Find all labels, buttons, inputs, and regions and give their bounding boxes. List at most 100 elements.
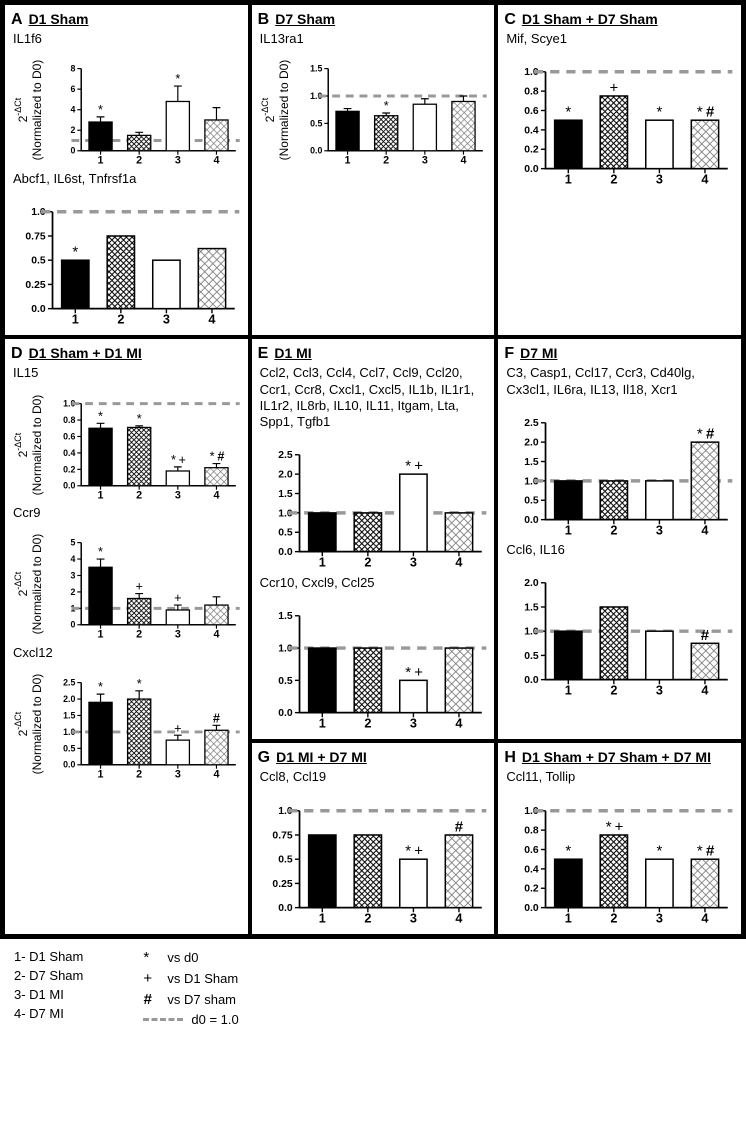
bar xyxy=(354,835,381,908)
svg-text:1: 1 xyxy=(318,717,325,731)
svg-text:#: # xyxy=(706,425,715,442)
bar xyxy=(646,859,673,907)
svg-text:2: 2 xyxy=(611,684,618,698)
svg-text:0.4: 0.4 xyxy=(525,864,540,875)
svg-text:*: * xyxy=(405,458,411,475)
panel-H: H D1 Sham + D7 Sham + D7 MI Ccl11, Tollip 0… xyxy=(496,741,743,936)
svg-text:1: 1 xyxy=(98,489,104,501)
svg-text:*: * xyxy=(566,842,572,859)
svg-text:+: + xyxy=(174,590,181,605)
svg-text:3: 3 xyxy=(410,911,417,925)
svg-text:2.0: 2.0 xyxy=(525,437,540,448)
svg-text:+: + xyxy=(414,842,423,859)
svg-text:+: + xyxy=(615,818,624,835)
svg-text:#: # xyxy=(217,448,224,463)
svg-text:*: * xyxy=(697,104,703,121)
svg-text:2: 2 xyxy=(364,911,371,925)
gene-labels: Ccr10, Cxcl9, Ccl25 xyxy=(260,575,489,591)
svg-text:3: 3 xyxy=(410,556,417,570)
bar xyxy=(445,648,472,713)
svg-text:1.5: 1.5 xyxy=(525,603,540,614)
legend-symbol-item: * vs d0 xyxy=(143,949,238,966)
svg-text:2: 2 xyxy=(136,768,142,780)
bar xyxy=(555,632,582,680)
svg-text:4: 4 xyxy=(460,155,466,167)
bar xyxy=(128,427,151,485)
bar xyxy=(205,467,228,485)
svg-text:0.0: 0.0 xyxy=(310,146,322,156)
svg-text:+: + xyxy=(414,458,423,475)
svg-text:2: 2 xyxy=(611,911,618,925)
gene-labels: Ccl8, Ccl19 xyxy=(260,769,489,785)
svg-text:8: 8 xyxy=(70,64,75,74)
panel-letter: H xyxy=(504,749,516,767)
bar xyxy=(198,248,225,308)
svg-text:2.0: 2.0 xyxy=(278,470,293,481)
bar xyxy=(555,481,582,520)
bar xyxy=(205,730,228,765)
panel-letter: D xyxy=(11,345,23,363)
gene-labels: Ccl11, Tollip xyxy=(506,769,735,785)
svg-text:2.5: 2.5 xyxy=(63,677,75,687)
svg-text:2: 2 xyxy=(383,155,389,167)
gene-labels: Ccl2, Ccl3, Ccl4, Ccl7, Ccl9, Ccl20, Ccr… xyxy=(260,365,489,430)
bar xyxy=(308,835,335,908)
panel-G: GD1 MI + D7 MICcl8, Ccl190.00.250.50.751… xyxy=(250,741,497,936)
panel-B: BD7 ShamIL13ra12-ΔCt(Normalized to D0)0.… xyxy=(250,3,497,337)
bar xyxy=(128,136,151,151)
gene-labels: Ccr9 xyxy=(13,505,242,521)
svg-text:1.5: 1.5 xyxy=(278,489,293,500)
svg-text:*: * xyxy=(566,104,572,121)
panel-A: AD1 ShamIL1f62-ΔCt(Normalized to D0)0246… xyxy=(3,3,250,337)
svg-text:4: 4 xyxy=(70,105,75,115)
svg-text:0.5: 0.5 xyxy=(278,676,293,687)
panel-title: D1 Sham + D7 Sham + D7 MI xyxy=(522,749,711,765)
svg-text:1: 1 xyxy=(98,155,104,167)
svg-text:+: + xyxy=(179,451,186,466)
svg-text:2.5: 2.5 xyxy=(525,418,540,429)
svg-text:4: 4 xyxy=(702,684,709,698)
svg-text:*: * xyxy=(405,842,411,859)
svg-text:+: + xyxy=(414,664,423,681)
legend-symbol-item: d0 = 1.0 xyxy=(143,1012,238,1027)
svg-text:0: 0 xyxy=(70,620,75,630)
legend: 1- D1 Sham2- D7 Sham3- D1 MI4- D7 MI * v… xyxy=(0,939,746,1041)
svg-text:1.5: 1.5 xyxy=(310,64,322,74)
y-axis-label: 2-ΔCt(Normalized to D0) xyxy=(11,51,46,168)
svg-text:#: # xyxy=(454,818,463,835)
svg-text:0.2: 0.2 xyxy=(525,145,540,156)
svg-text:4: 4 xyxy=(455,717,462,731)
svg-text:*: * xyxy=(137,410,142,425)
svg-text:4: 4 xyxy=(70,554,75,564)
panel-title: D7 MI xyxy=(520,345,557,361)
bar xyxy=(128,699,151,765)
bar xyxy=(166,610,189,625)
svg-text:1: 1 xyxy=(318,556,325,570)
svg-text:0.0: 0.0 xyxy=(278,903,293,914)
svg-text:3: 3 xyxy=(163,313,170,327)
svg-text:*: * xyxy=(175,71,180,86)
bar xyxy=(166,471,189,486)
svg-text:2.0: 2.0 xyxy=(525,579,540,590)
bar xyxy=(601,481,628,520)
panel-letter: G xyxy=(258,749,270,767)
panel-E: ED1 MICcl2, Ccl3, Ccl4, Ccl7, Ccl9, Ccl2… xyxy=(250,337,497,741)
svg-text:0.25: 0.25 xyxy=(272,878,292,889)
svg-text:1: 1 xyxy=(318,911,325,925)
svg-text:0.4: 0.4 xyxy=(525,126,540,137)
bar xyxy=(354,513,381,552)
panel-letter: B xyxy=(258,11,270,29)
svg-text:0.0: 0.0 xyxy=(63,480,75,490)
svg-text:5: 5 xyxy=(70,538,75,548)
panel-D: DD1 Sham + D1 MIIL152-ΔCt(Normalized to … xyxy=(3,337,250,936)
bar xyxy=(354,648,381,713)
svg-text:1: 1 xyxy=(344,155,350,167)
bar xyxy=(89,428,112,486)
svg-text:1.5: 1.5 xyxy=(63,710,75,720)
bar xyxy=(62,260,89,308)
legend-group-item: 4- D7 MI xyxy=(14,1006,83,1021)
panel-letter: C xyxy=(504,11,516,29)
legend-group-item: 3- D1 MI xyxy=(14,987,83,1002)
svg-text:0.0: 0.0 xyxy=(278,708,293,719)
y-axis-label: 2-ΔCt(Normalized to D0) xyxy=(258,51,293,168)
